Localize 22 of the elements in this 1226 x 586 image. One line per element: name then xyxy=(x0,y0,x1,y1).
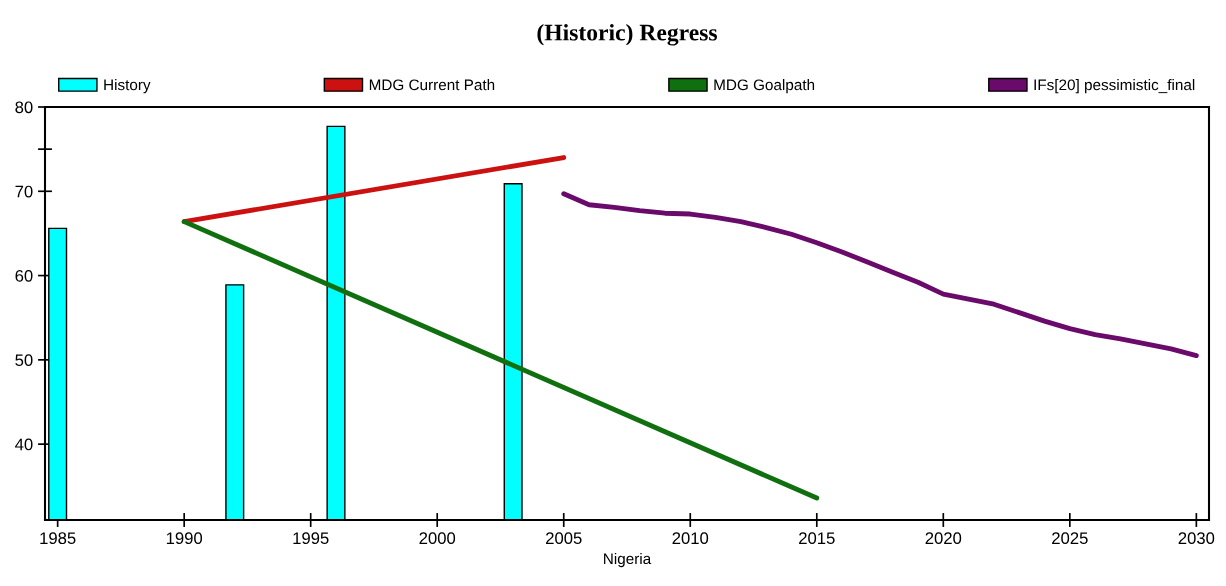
x-tick-label: 1985 xyxy=(40,532,76,545)
x-tick-label: 2015 xyxy=(799,532,835,545)
y-tick-label: 50 xyxy=(15,354,33,367)
y-tick-label: 60 xyxy=(15,269,33,282)
chart-title: (Historic) Regress xyxy=(537,23,718,46)
x-tick-label: 2005 xyxy=(546,532,582,545)
legend-label: MDG Goalpath xyxy=(714,79,815,94)
y-tick-label: 40 xyxy=(15,438,33,451)
x-tick-label: 2030 xyxy=(1178,532,1215,545)
x-tick-label: 2000 xyxy=(419,532,456,545)
x-tick-label: 2010 xyxy=(672,532,709,545)
x-tick-label: 2025 xyxy=(1052,532,1088,545)
x-axis-title: Nigeria xyxy=(604,552,652,568)
line-series xyxy=(561,191,1199,359)
legend-label: MDG Current Path xyxy=(369,79,495,91)
x-tick-label: 1995 xyxy=(293,532,329,545)
y-tick-label: 80 xyxy=(15,101,33,114)
x-tick-label: 2020 xyxy=(925,532,962,545)
legend-label: IFs[20] pessimistic_final xyxy=(1034,79,1195,94)
legend-label: History xyxy=(104,79,151,94)
x-tick-label: 1990 xyxy=(166,532,203,545)
y-tick-label: 70 xyxy=(15,185,33,198)
